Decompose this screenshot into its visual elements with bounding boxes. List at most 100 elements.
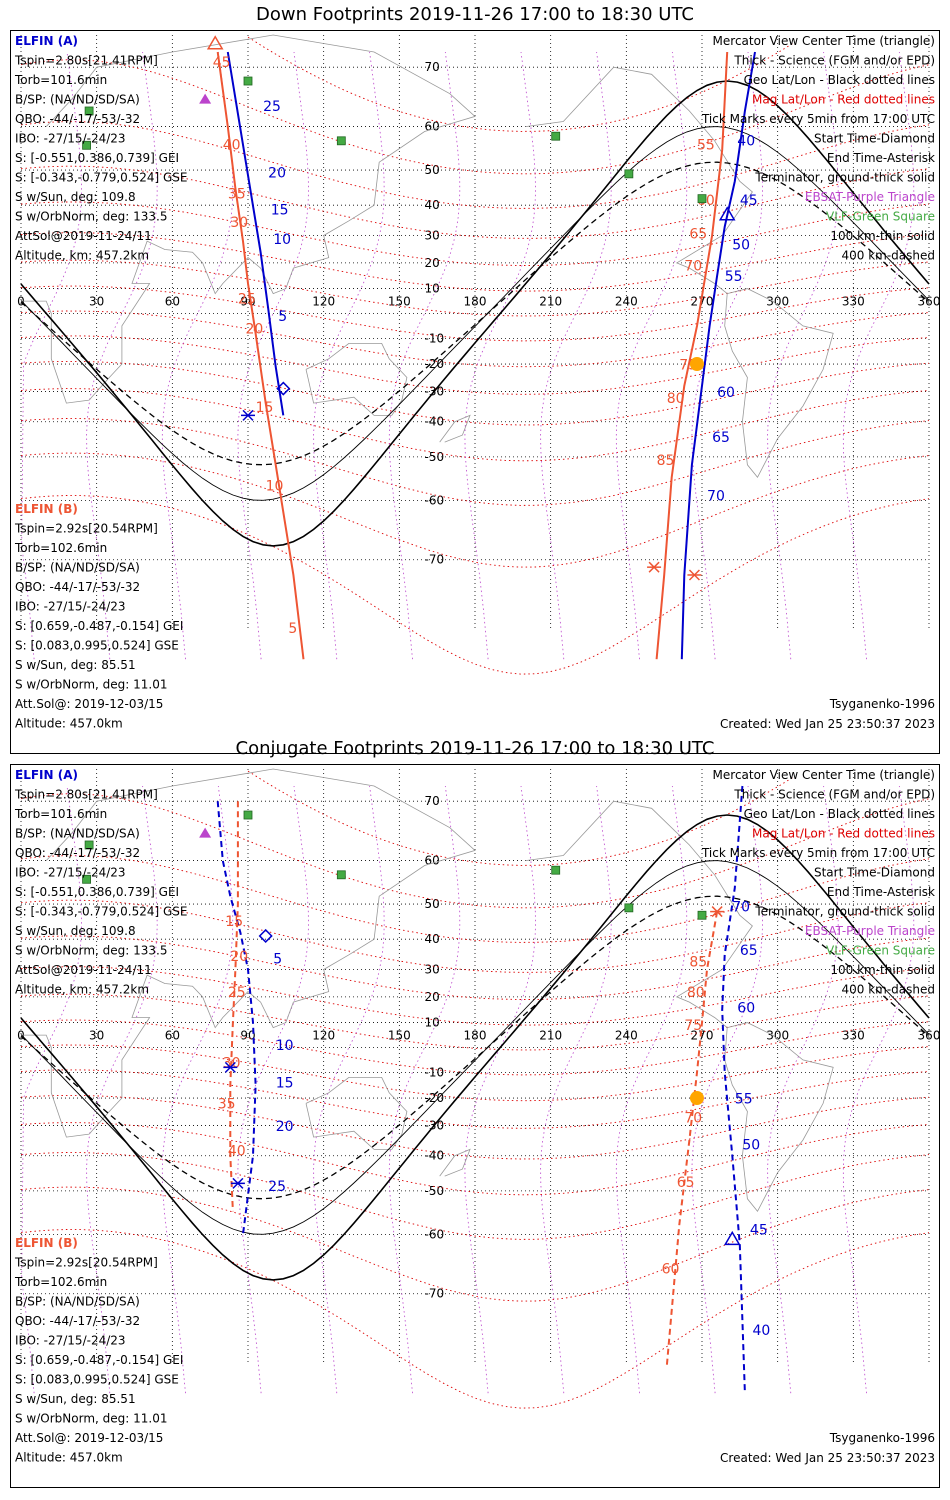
info-line: S w/Sun, deg: 85.51: [15, 658, 136, 672]
coastline: [439, 1148, 471, 1177]
lat-tick-label: -50: [425, 450, 445, 464]
elfin-b-track-tick-label: 65: [677, 1175, 695, 1191]
elfin-b-track-tick-label: 80: [687, 985, 705, 1001]
lon-tick-label: 210: [539, 294, 562, 308]
mag-parallel: [20, 1069, 930, 1129]
vlf-square: [84, 840, 94, 850]
elfin-b-track-tick-label: 20: [245, 321, 263, 337]
elfin-b-track: [655, 51, 729, 660]
panel-title: Conjugate Footprints 2019-11-26 17:00 to…: [235, 738, 715, 759]
coastline: [724, 1022, 834, 1213]
elfin-b-track-tick-label: 25: [228, 985, 246, 1001]
coastline: [305, 1077, 408, 1150]
mag-meridian: [388, 785, 461, 1394]
lat-tick-label: 10: [425, 282, 440, 296]
legend-line: Tick Marks every 5min from 17:00 UTC: [701, 112, 935, 126]
info-line: S w/Sun, deg: 109.8: [15, 924, 136, 938]
subsolar-point: [689, 357, 704, 372]
mag-meridian: [237, 51, 309, 660]
vlf-square: [551, 865, 561, 875]
terminator-100km: [20, 126, 930, 501]
mag-parallel: [20, 1186, 930, 1302]
elfin-a-track-tick-label: 45: [750, 1222, 768, 1238]
elfin-a-track-tick-label: 5: [273, 952, 282, 968]
elfin-a-track-tick-label: 55: [735, 1091, 753, 1107]
legend-line: 100 km-thin solid: [830, 229, 935, 243]
mag-meridian: [388, 51, 461, 660]
mag-parallel: [247, 770, 794, 866]
elfin-a-track-tick-label: 70: [732, 900, 750, 916]
mag-meridian: [842, 51, 915, 660]
elfin-b-track: [216, 51, 305, 660]
vlf-square: [336, 870, 346, 880]
coastlines: [21, 768, 834, 1213]
info-line: S w/Sun, deg: 85.51: [15, 1392, 136, 1406]
legend-line: VLF-Green Square: [826, 944, 935, 958]
elfin-b-track: [665, 911, 719, 1368]
mag-meridian: [464, 51, 536, 660]
center-triangle: [718, 206, 736, 221]
info-line: IBO: -27/15/-24/23: [15, 132, 126, 146]
lat-tick-label: 70: [425, 794, 440, 808]
lon-tick-label: 300: [766, 294, 789, 308]
legend-line: Mag Lat/Lon - Red dotted lines: [752, 827, 935, 841]
legend-line: Terminator, ground-thick solid: [754, 171, 935, 185]
end-asterisk: [710, 906, 725, 918]
asterisk-stroke: [242, 409, 254, 421]
lon-tick-label: 330: [842, 294, 865, 308]
elfin-a-track-tick-label: 15: [276, 1076, 294, 1092]
mag-parallel: [20, 121, 930, 209]
info-line: S: [0.083,0.995,0.524] GSE: [15, 639, 179, 653]
mag-grid: [20, 770, 930, 1409]
legend-line: 400 km-dashed: [841, 983, 935, 997]
elfin-a-track-tick-label: 65: [712, 430, 730, 446]
vlf-square: [624, 903, 634, 913]
elfin-a-track-tick-label: 50: [742, 1137, 760, 1153]
info-line: S w/OrbNorm, deg: 11.01: [15, 1412, 167, 1426]
vlf-square: [82, 140, 91, 150]
info-line: Tspin=2.92s[20.54RPM]: [14, 522, 158, 536]
coastline: [21, 34, 476, 404]
mag-parallel: [20, 1152, 930, 1240]
geo-grid: 0 30 60 90 120 150 180 210 240 270 300 330 360706050…: [17, 35, 939, 631]
vlf-square: [336, 136, 346, 146]
info-line: QBO: -44/-17/-53/-32: [15, 112, 140, 126]
lat-tick-label: 10: [425, 1016, 440, 1030]
elfin-b-track-tick-label: 40: [223, 138, 241, 154]
elfin-b-track-tick-label: 60: [662, 1261, 680, 1277]
legend-line: Terminator, ground-thick solid: [754, 905, 935, 919]
info-line: IBO: -27/15/-24/23: [15, 1334, 126, 1348]
lat-tick-label: 40: [425, 932, 440, 946]
info-line: AttSol@2019-11-24/11: [15, 963, 152, 977]
info-line: ELFIN (A): [15, 34, 78, 48]
info-line: B/SP: (NA/ND/SD/SA): [15, 1295, 140, 1309]
info-line: QBO: -44/-17/-53/-32: [15, 580, 140, 594]
lat-tick-label: 40: [425, 198, 440, 212]
elfin-b-track-tick-label: 15: [256, 400, 274, 416]
legend-line: 400 km-dashed: [841, 249, 935, 263]
mag-meridian: [691, 785, 763, 1394]
coastlines: [21, 34, 834, 479]
legend-line: Thick - Science (FGM and/or EPD): [733, 54, 935, 68]
elfin-b-track-tick-label: 45: [213, 55, 231, 71]
elfin-a-track-tick-label: 65: [740, 943, 758, 959]
info-line: B/SP: (NA/ND/SD/SA): [15, 561, 140, 575]
info-line: Torb=102.6min: [14, 1275, 107, 1289]
terminator: [20, 814, 930, 1281]
lat-tick-label: -60: [425, 1227, 445, 1241]
info-line: S: [0.659,-0.487,-0.154] GEI: [15, 619, 183, 633]
lon-tick-label: 210: [539, 1028, 562, 1042]
mag-parallel: [20, 452, 930, 568]
created-timestamp: Created: Wed Jan 25 23:50:37 2023: [720, 717, 935, 731]
elfin-a-track: [226, 51, 285, 416]
lon-tick-label: 30: [89, 294, 104, 308]
elfin-b-track-tick-label: 70: [684, 259, 702, 275]
legend-line: Mercator View Center Time (triangle): [713, 768, 935, 782]
asterisk-stroke: [648, 561, 660, 573]
lat-tick-label: -50: [425, 1184, 445, 1198]
info-line: S w/OrbNorm, deg: 133.5: [15, 210, 167, 224]
elfin-a-track-tick-label: 50: [732, 237, 750, 253]
elfin-a-track-tick-label: 25: [263, 99, 281, 115]
elfin-b-track-tick-label: 35: [228, 187, 246, 203]
lon-tick-label: 120: [312, 294, 335, 308]
